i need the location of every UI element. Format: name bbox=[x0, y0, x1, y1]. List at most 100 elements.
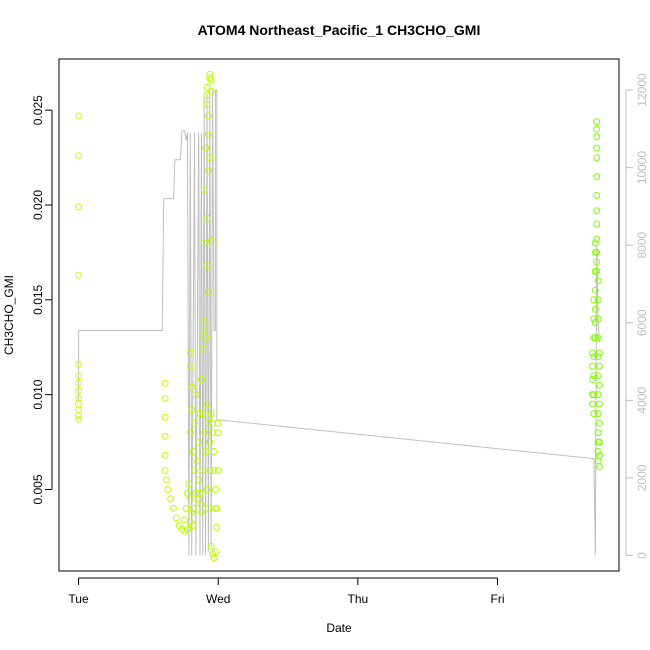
data-point bbox=[207, 542, 215, 550]
data-point bbox=[75, 379, 83, 387]
data-point bbox=[203, 91, 211, 99]
data-point bbox=[75, 406, 83, 414]
data-point bbox=[214, 429, 222, 437]
data-point bbox=[590, 315, 598, 323]
data-point bbox=[593, 154, 601, 162]
data-point bbox=[207, 410, 215, 418]
data-point bbox=[595, 349, 603, 357]
data-point bbox=[207, 237, 215, 245]
data-point bbox=[172, 514, 180, 522]
data-point bbox=[594, 372, 602, 380]
data-point bbox=[188, 508, 196, 516]
data-point bbox=[200, 429, 208, 437]
x-tick-label: Tue bbox=[68, 592, 89, 606]
data-point bbox=[189, 504, 197, 512]
data-point bbox=[203, 486, 211, 493]
data-point bbox=[200, 239, 208, 247]
chart-title: ATOM4 Northeast_Pacific_1 CH3CHO_GMI bbox=[198, 22, 481, 38]
data-point bbox=[191, 467, 198, 474]
data-point bbox=[213, 504, 221, 512]
data-point bbox=[186, 362, 194, 370]
data-point bbox=[595, 463, 603, 471]
data-point bbox=[186, 495, 194, 503]
data-point bbox=[593, 258, 601, 266]
data-point bbox=[161, 394, 169, 402]
data-point bbox=[589, 362, 596, 370]
data-point bbox=[590, 296, 598, 304]
x-axis-label: Date bbox=[326, 621, 352, 635]
data-point bbox=[185, 480, 193, 488]
data-point bbox=[593, 248, 601, 256]
data-point bbox=[186, 429, 194, 437]
data-point bbox=[200, 326, 208, 334]
y-axis-label: CH3CHO_GMI bbox=[2, 275, 16, 355]
data-point bbox=[206, 467, 214, 474]
data-point bbox=[591, 305, 599, 313]
data-point bbox=[595, 381, 603, 389]
data-point bbox=[75, 360, 83, 368]
data-point bbox=[211, 486, 219, 493]
data-point bbox=[593, 144, 601, 152]
data-point bbox=[204, 131, 212, 139]
data-point bbox=[204, 288, 212, 296]
y-tick-label: 0.010 bbox=[31, 379, 45, 409]
data-point bbox=[161, 379, 169, 387]
data-point bbox=[203, 101, 211, 108]
data-point bbox=[595, 419, 603, 427]
data-point bbox=[593, 267, 601, 275]
data-point bbox=[202, 144, 210, 152]
data-point bbox=[595, 362, 603, 370]
data-point bbox=[170, 504, 177, 512]
data-point bbox=[590, 372, 598, 380]
data-point bbox=[188, 383, 196, 391]
data-point bbox=[591, 239, 599, 247]
data-point bbox=[214, 467, 222, 474]
data-point bbox=[594, 334, 602, 342]
data-point bbox=[204, 112, 212, 120]
data-point bbox=[195, 476, 203, 484]
data-point bbox=[75, 203, 83, 211]
data-point bbox=[197, 501, 205, 509]
data-point bbox=[594, 410, 602, 418]
y2-tick-label: 12000 bbox=[635, 73, 649, 107]
data-point bbox=[593, 173, 601, 181]
data-point bbox=[594, 277, 602, 285]
data-point bbox=[75, 415, 83, 423]
data-point bbox=[589, 400, 596, 408]
data-point bbox=[206, 154, 214, 162]
data-point bbox=[197, 376, 205, 383]
data-point bbox=[161, 451, 169, 459]
x-tick-label: Fri bbox=[491, 592, 505, 606]
points-layer bbox=[75, 70, 603, 562]
data-point bbox=[214, 419, 222, 427]
data-point bbox=[193, 457, 201, 465]
data-point bbox=[195, 438, 203, 446]
data-point bbox=[75, 271, 83, 279]
y2-tick-label: 10000 bbox=[635, 151, 649, 185]
data-point bbox=[161, 413, 169, 421]
plot-frame bbox=[58, 58, 620, 572]
data-point bbox=[182, 504, 190, 512]
data-point bbox=[197, 508, 205, 516]
data-point bbox=[75, 152, 83, 160]
data-point bbox=[593, 220, 601, 228]
data-point bbox=[75, 387, 83, 395]
y2-tick-label: 8000 bbox=[635, 232, 649, 259]
data-point bbox=[593, 125, 601, 133]
data-point bbox=[181, 516, 189, 524]
x-axis: Tue Wed Thu Fri bbox=[68, 577, 505, 606]
data-point bbox=[184, 489, 191, 497]
data-point bbox=[184, 525, 191, 533]
data-point bbox=[200, 186, 208, 194]
data-point bbox=[210, 554, 218, 562]
data-point bbox=[163, 476, 170, 484]
x-tick-label: Thu bbox=[348, 592, 369, 606]
data-point bbox=[75, 372, 83, 380]
data-point bbox=[590, 391, 598, 399]
data-point bbox=[207, 87, 215, 95]
data-point bbox=[203, 83, 211, 91]
data-point bbox=[595, 400, 603, 408]
y2-axis: 0 2000 4000 6000 8000 10000 12000 bbox=[625, 73, 649, 559]
data-point bbox=[591, 334, 599, 342]
